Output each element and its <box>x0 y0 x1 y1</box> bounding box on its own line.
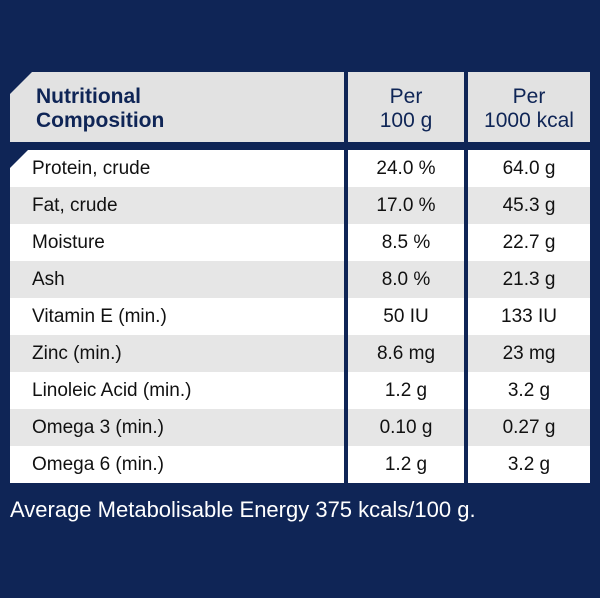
value-per-100g: 17.0 % <box>348 187 464 224</box>
nutrient-name: Vitamin E (min.) <box>10 298 344 335</box>
nutrient-name: Fat, crude <box>10 187 344 224</box>
header-name-line2: Composition <box>36 109 165 132</box>
value-per-1000kcal: 3.2 g <box>468 446 590 483</box>
table-row: Moisture 8.5 % 22.7 g <box>10 224 590 261</box>
value-per-1000kcal: 22.7 g <box>468 224 590 261</box>
nutrient-name: Zinc (min.) <box>10 335 344 372</box>
value-per-100g: 8.5 % <box>348 224 464 261</box>
table-row: Fat, crude 17.0 % 45.3 g <box>10 187 590 224</box>
header-per100-line2: 100 g <box>379 109 433 132</box>
column-header-per-1000kcal: Per 1000 kcal <box>468 72 590 142</box>
value-per-100g: 0.10 g <box>348 409 464 446</box>
value-per-1000kcal: 0.27 g <box>468 409 590 446</box>
table-row: Vitamin E (min.) 50 IU 133 IU <box>10 298 590 335</box>
table-row: Omega 3 (min.) 0.10 g 0.27 g <box>10 409 590 446</box>
value-per-1000kcal: 21.3 g <box>468 261 590 298</box>
value-per-1000kcal: 133 IU <box>468 298 590 335</box>
value-per-100g: 1.2 g <box>348 446 464 483</box>
header-per100-line1: Per <box>389 85 423 108</box>
value-per-1000kcal: 23 mg <box>468 335 590 372</box>
nutrition-table: Nutritional Composition Per 100 g Per 10… <box>10 72 590 483</box>
value-per-100g: 24.0 % <box>348 150 464 187</box>
table-row: Ash 8.0 % 21.3 g <box>10 261 590 298</box>
table-header: Nutritional Composition Per 100 g Per 10… <box>10 72 590 142</box>
nutrient-name: Ash <box>10 261 344 298</box>
value-per-100g: 8.0 % <box>348 261 464 298</box>
column-header-nutritional-composition: Nutritional Composition <box>10 72 344 142</box>
table-row: Linoleic Acid (min.) 1.2 g 3.2 g <box>10 372 590 409</box>
table-row: Protein, crude 24.0 % 64.0 g <box>10 150 590 187</box>
nutrient-name: Moisture <box>10 224 344 261</box>
table-body: Protein, crude 24.0 % 64.0 g Fat, crude … <box>10 150 590 483</box>
nutrient-name: Protein, crude <box>10 150 344 187</box>
value-per-1000kcal: 45.3 g <box>468 187 590 224</box>
header-name-line1: Nutritional <box>36 85 141 108</box>
nutrient-name: Omega 6 (min.) <box>10 446 344 483</box>
value-per-100g: 1.2 g <box>348 372 464 409</box>
header-per1000-line2: 1000 kcal <box>484 109 574 132</box>
header-per1000-line1: Per <box>512 85 546 108</box>
value-per-1000kcal: 3.2 g <box>468 372 590 409</box>
value-per-100g: 8.6 mg <box>348 335 464 372</box>
energy-footnote: Average Metabolisable Energy 375 kcals/1… <box>10 497 476 522</box>
column-header-per-100g: Per 100 g <box>348 72 464 142</box>
value-per-100g: 50 IU <box>348 298 464 335</box>
table-row: Omega 6 (min.) 1.2 g 3.2 g <box>10 446 590 483</box>
value-per-1000kcal: 64.0 g <box>468 150 590 187</box>
nutrient-name: Linoleic Acid (min.) <box>10 372 344 409</box>
table-row: Zinc (min.) 8.6 mg 23 mg <box>10 335 590 372</box>
nutrient-name: Omega 3 (min.) <box>10 409 344 446</box>
